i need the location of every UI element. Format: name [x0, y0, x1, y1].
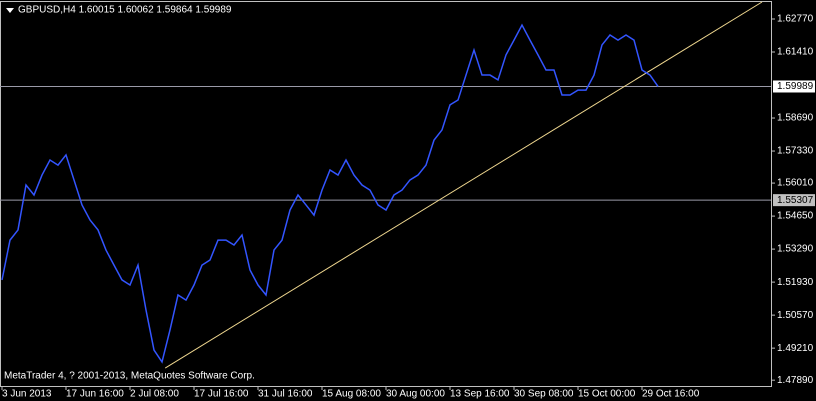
price-label: 1.55307	[777, 195, 814, 206]
y-tick-label: 1.61410	[777, 47, 814, 58]
x-tick-label: 15 Oct 00:00	[578, 389, 636, 400]
x-tick-label: 17 Jun 16:00	[66, 389, 124, 400]
price-label-box	[773, 194, 815, 207]
y-tick-label: 1.49210	[777, 343, 814, 354]
x-tick-label: 30 Sep 08:00	[514, 389, 574, 400]
annotation: MetaTrader 4, ? 2001-2013, MetaQuotes So…	[4, 371, 255, 382]
y-tick-label: 1.58690	[777, 113, 814, 124]
chart-title: GBPUSD,H4 1.60015 1.60062 1.59864 1.5998…	[18, 5, 232, 16]
x-tick-label: 29 Oct 16:00	[642, 389, 700, 400]
y-tick-label: 1.62770	[777, 14, 814, 25]
x-tick-label: 13 Sep 16:00	[450, 389, 510, 400]
y-tick-label: 1.50570	[777, 310, 814, 321]
y-tick-label: 1.57330	[777, 146, 814, 157]
y-tick-label: 1.56010	[777, 178, 814, 189]
y-tick-label: 1.47890	[777, 375, 814, 386]
menu-triangle[interactable]	[6, 8, 14, 13]
x-tick-label: 30 Aug 00:00	[386, 389, 445, 400]
x-tick-label: 3 Jun 2013	[2, 389, 52, 400]
x-tick-label: 31 Jul 16:00	[258, 389, 313, 400]
price-label: 1.59989	[777, 81, 814, 92]
x-tick-label: 15 Aug 08:00	[322, 389, 381, 400]
x-tick-label: 17 Jul 16:00	[194, 389, 249, 400]
y-tick-label: 1.51930	[777, 277, 814, 288]
y-tick-label: 1.54650	[777, 211, 814, 222]
price-line-series	[1, 23, 659, 364]
price-label-box	[773, 80, 815, 93]
x-tick-label: 2 Jul 08:00	[130, 389, 179, 400]
trendline	[164, 1, 763, 369]
y-tick-label: 1.53290	[777, 244, 814, 255]
